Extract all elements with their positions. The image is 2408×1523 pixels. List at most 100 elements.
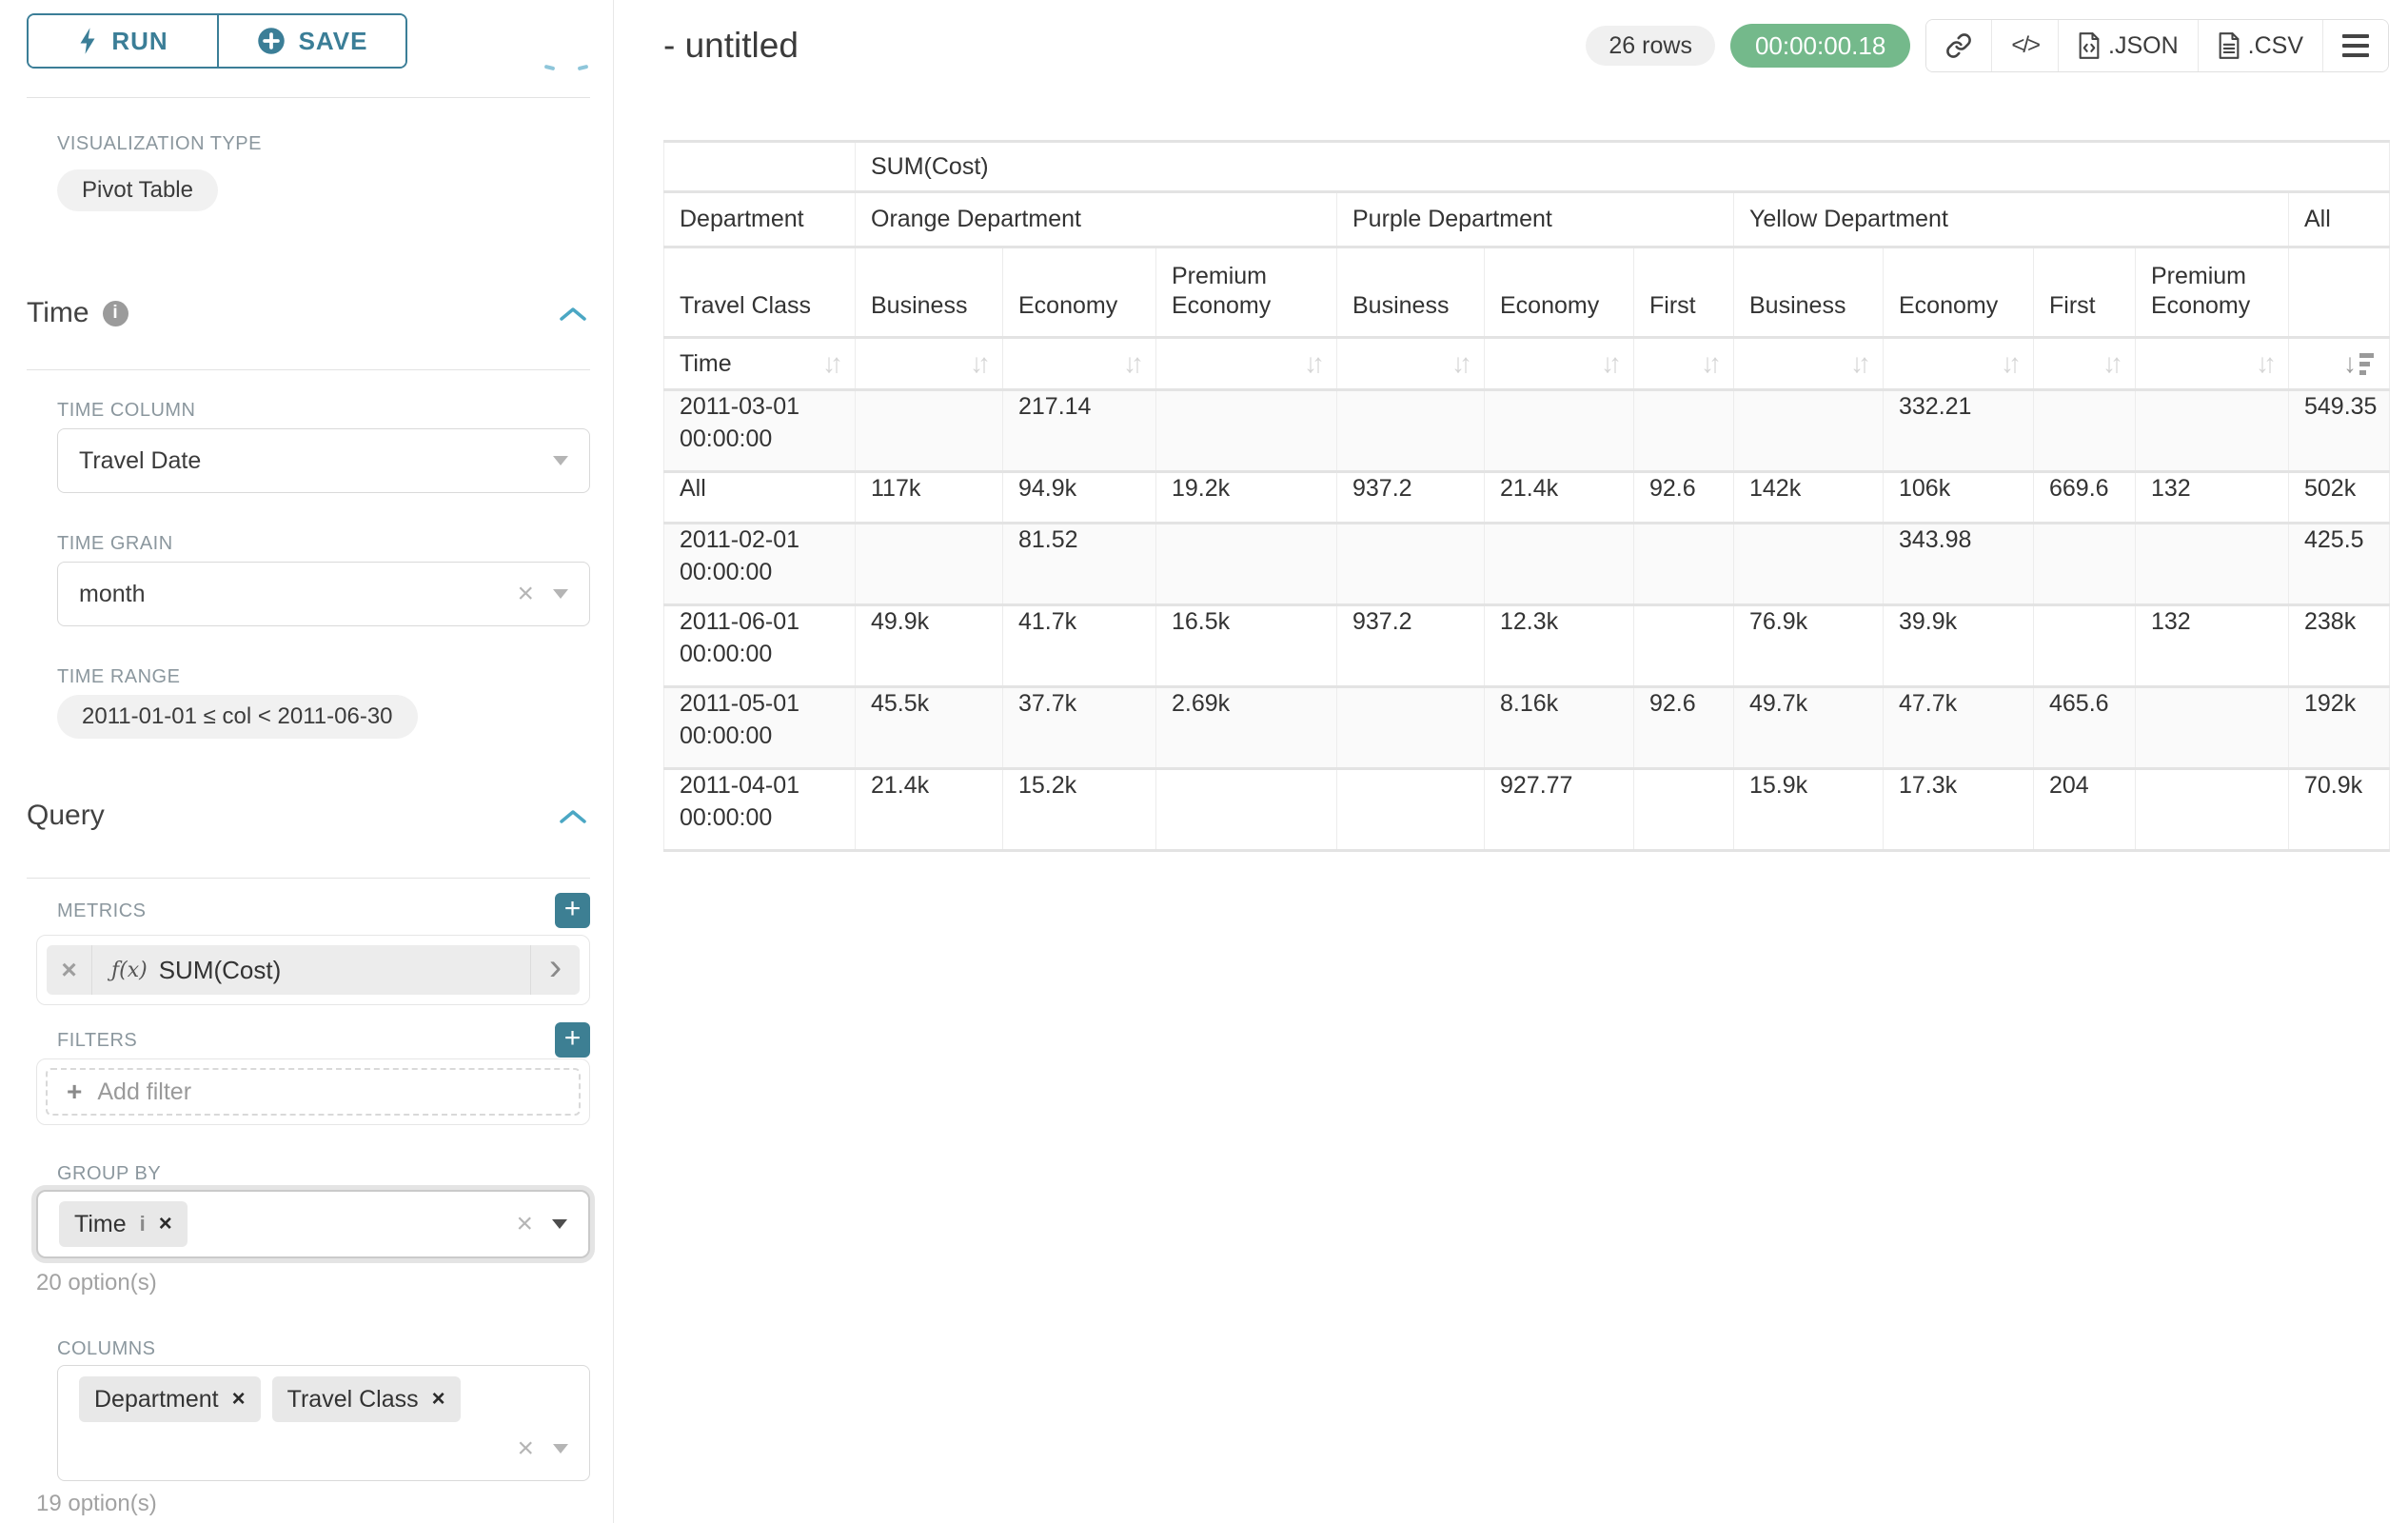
pivot-value-cell bbox=[1633, 388, 1734, 472]
metrics-label: METRICS bbox=[57, 900, 147, 921]
sort-icon[interactable]: ↓ ↑ bbox=[822, 348, 843, 378]
pivot-value-cell: 142k bbox=[1733, 470, 1884, 524]
pivot-column-header: Economy bbox=[1002, 246, 1156, 338]
pivot-value-cell: 76.9k bbox=[1733, 603, 1884, 687]
pivot-value-cell: 39.9k bbox=[1883, 603, 2034, 687]
info-icon[interactable]: i bbox=[102, 300, 128, 326]
clear-icon[interactable]: × bbox=[516, 1208, 533, 1239]
query-section-header[interactable]: Query bbox=[27, 800, 586, 832]
remove-tag-icon[interactable]: × bbox=[231, 1386, 246, 1412]
divider bbox=[27, 369, 590, 370]
query-timer-badge: 00:00:00.18 bbox=[1729, 24, 1911, 68]
chart-header: - untitled 26 rows 00:00:00.18 </> .JSON bbox=[663, 19, 2389, 72]
sort-icon[interactable]: ↓ ↑ bbox=[1451, 348, 1472, 378]
share-link-button[interactable] bbox=[1926, 20, 1993, 71]
metric-pill[interactable]: × ƒ(x) SUM(Cost) › bbox=[47, 945, 580, 995]
time-column-select[interactable]: Travel Date bbox=[57, 428, 590, 493]
export-json-button[interactable]: .JSON bbox=[2059, 20, 2199, 71]
sort-icon[interactable]: ↓ ↑ bbox=[1304, 348, 1325, 378]
sort-icon[interactable]: ↓ ↑ bbox=[970, 348, 991, 378]
view-query-button[interactable]: </> bbox=[1992, 20, 2060, 71]
pivot-value-cell: 12.3k bbox=[1484, 603, 1634, 687]
sort-icon[interactable]: ↓ ↑ bbox=[1123, 348, 1144, 378]
chevron-down-icon bbox=[552, 1219, 567, 1229]
sort-icon[interactable]: ↓ ↑ bbox=[1701, 348, 1722, 378]
run-button[interactable]: RUN bbox=[29, 15, 217, 67]
pivot-corner-cell bbox=[663, 140, 856, 192]
pivot-value-cell bbox=[2033, 522, 2136, 605]
pivot-sort-cell: ↓ ↑ bbox=[1733, 336, 1884, 390]
pivot-value-cell: 204 bbox=[2033, 767, 2136, 851]
sort-icon[interactable]: ↓ ↑ bbox=[2001, 348, 2022, 378]
clear-icon[interactable]: × bbox=[517, 578, 534, 609]
selected-value-tag[interactable]: Department × bbox=[79, 1376, 261, 1422]
pivot-sort-cell: ↓ ↑ bbox=[2135, 336, 2289, 390]
remove-tag-icon[interactable]: × bbox=[158, 1211, 172, 1236]
export-json-label: .JSON bbox=[2108, 31, 2179, 59]
add-filter-plus-button[interactable]: + bbox=[555, 1022, 590, 1058]
metric-container: × ƒ(x) SUM(Cost) › bbox=[36, 935, 590, 1005]
pivot-value-cell: 937.2 bbox=[1336, 603, 1485, 687]
group-by-select[interactable]: Time i × × bbox=[36, 1190, 590, 1258]
remove-tag-icon[interactable]: × bbox=[431, 1386, 445, 1412]
pivot-row-label: 2011-02-01 00:00:00 bbox=[663, 522, 856, 605]
pivot-value-cell bbox=[2135, 685, 2289, 769]
pivot-value-cell: 19.2k bbox=[1155, 470, 1337, 524]
pivot-value-cell: 927.77 bbox=[1484, 767, 1634, 851]
export-csv-button[interactable]: .CSV bbox=[2198, 20, 2323, 71]
clear-icon[interactable]: × bbox=[517, 1433, 534, 1464]
pivot-group-header: All bbox=[2287, 190, 2391, 247]
chart-title[interactable]: - untitled bbox=[663, 26, 799, 65]
time-section-header[interactable]: Time i bbox=[27, 297, 586, 329]
pivot-sort-cell: ↓ ↑ bbox=[1336, 336, 1485, 390]
pivot-row-label: All bbox=[663, 470, 856, 524]
pivot-value-cell: 937.2 bbox=[1336, 470, 1485, 524]
pivot-column-header: Business bbox=[1733, 246, 1884, 338]
pivot-column-header: Economy bbox=[1484, 246, 1634, 338]
info-icon[interactable]: i bbox=[139, 1212, 146, 1236]
sort-icon[interactable]: ↓ ↑ bbox=[2256, 348, 2277, 378]
group-by-option-count: 20 option(s) bbox=[36, 1270, 157, 1296]
pivot-value-cell: 332.21 bbox=[1883, 388, 2034, 472]
sort-icon[interactable]: ↓ ↑ bbox=[1850, 348, 1871, 378]
selected-value-tag[interactable]: Travel Class × bbox=[271, 1376, 461, 1422]
menu-button[interactable] bbox=[2323, 20, 2388, 71]
pivot-row-label: 2011-03-01 00:00:00 bbox=[663, 388, 856, 472]
time-range-pill[interactable]: 2011-01-01 ≤ col < 2011-06-30 bbox=[57, 695, 418, 739]
selected-value-tag[interactable]: Time i × bbox=[59, 1201, 188, 1247]
pivot-row: 2011-05-01 00:00:00 45.5k 37.7k 2.69k 8.16k 9… bbox=[663, 685, 2391, 769]
pivot-column-header: Premium Economy bbox=[2135, 246, 2289, 338]
add-filter-button[interactable]: + Add filter bbox=[46, 1068, 581, 1116]
pivot-value-cell bbox=[1155, 522, 1337, 605]
save-button[interactable]: SAVE bbox=[217, 15, 405, 67]
pivot-value-cell bbox=[2135, 522, 2289, 605]
columns-select[interactable]: Department × Travel Class × × bbox=[57, 1365, 590, 1481]
pivot-value-cell: 92.6 bbox=[1633, 470, 1734, 524]
add-metric-button[interactable]: + bbox=[555, 893, 590, 928]
tag-label: Time bbox=[74, 1210, 127, 1237]
pivot-value-cell bbox=[1336, 767, 1485, 851]
pivot-value-cell bbox=[855, 522, 1003, 605]
query-section-title: Query bbox=[27, 800, 105, 831]
sort-icon[interactable]: ↓ ↑ bbox=[1601, 348, 1622, 378]
pivot-value-cell bbox=[1733, 388, 1884, 472]
pivot-value-cell: 70.9k bbox=[2287, 767, 2391, 851]
filters-label: FILTERS bbox=[57, 1030, 138, 1051]
pivot-value-cell bbox=[1155, 388, 1337, 472]
divider bbox=[27, 97, 590, 98]
json-file-icon bbox=[2078, 32, 2101, 59]
chevron-down-icon bbox=[553, 1444, 568, 1454]
chevron-right-icon[interactable]: › bbox=[530, 945, 580, 995]
visualization-type-pill[interactable]: Pivot Table bbox=[57, 169, 218, 211]
sort-icon[interactable]: ↓ ↑ bbox=[2102, 348, 2123, 378]
pivot-column-header bbox=[2287, 246, 2391, 338]
row-count-badge: 26 rows bbox=[1586, 26, 1715, 66]
time-grain-select[interactable]: month × bbox=[57, 562, 590, 626]
pivot-row-label: 2011-05-01 00:00:00 bbox=[663, 685, 856, 769]
pivot-sort-cell: ↓ ↑ bbox=[1484, 336, 1634, 390]
pivot-value-cell: 217.14 bbox=[1002, 388, 1156, 472]
bolt-icon bbox=[77, 27, 98, 55]
sort-descending-icon[interactable]: ↓ bbox=[2343, 348, 2375, 379]
chevron-up-icon[interactable] bbox=[543, 64, 589, 71]
remove-metric-icon[interactable]: × bbox=[47, 945, 92, 995]
